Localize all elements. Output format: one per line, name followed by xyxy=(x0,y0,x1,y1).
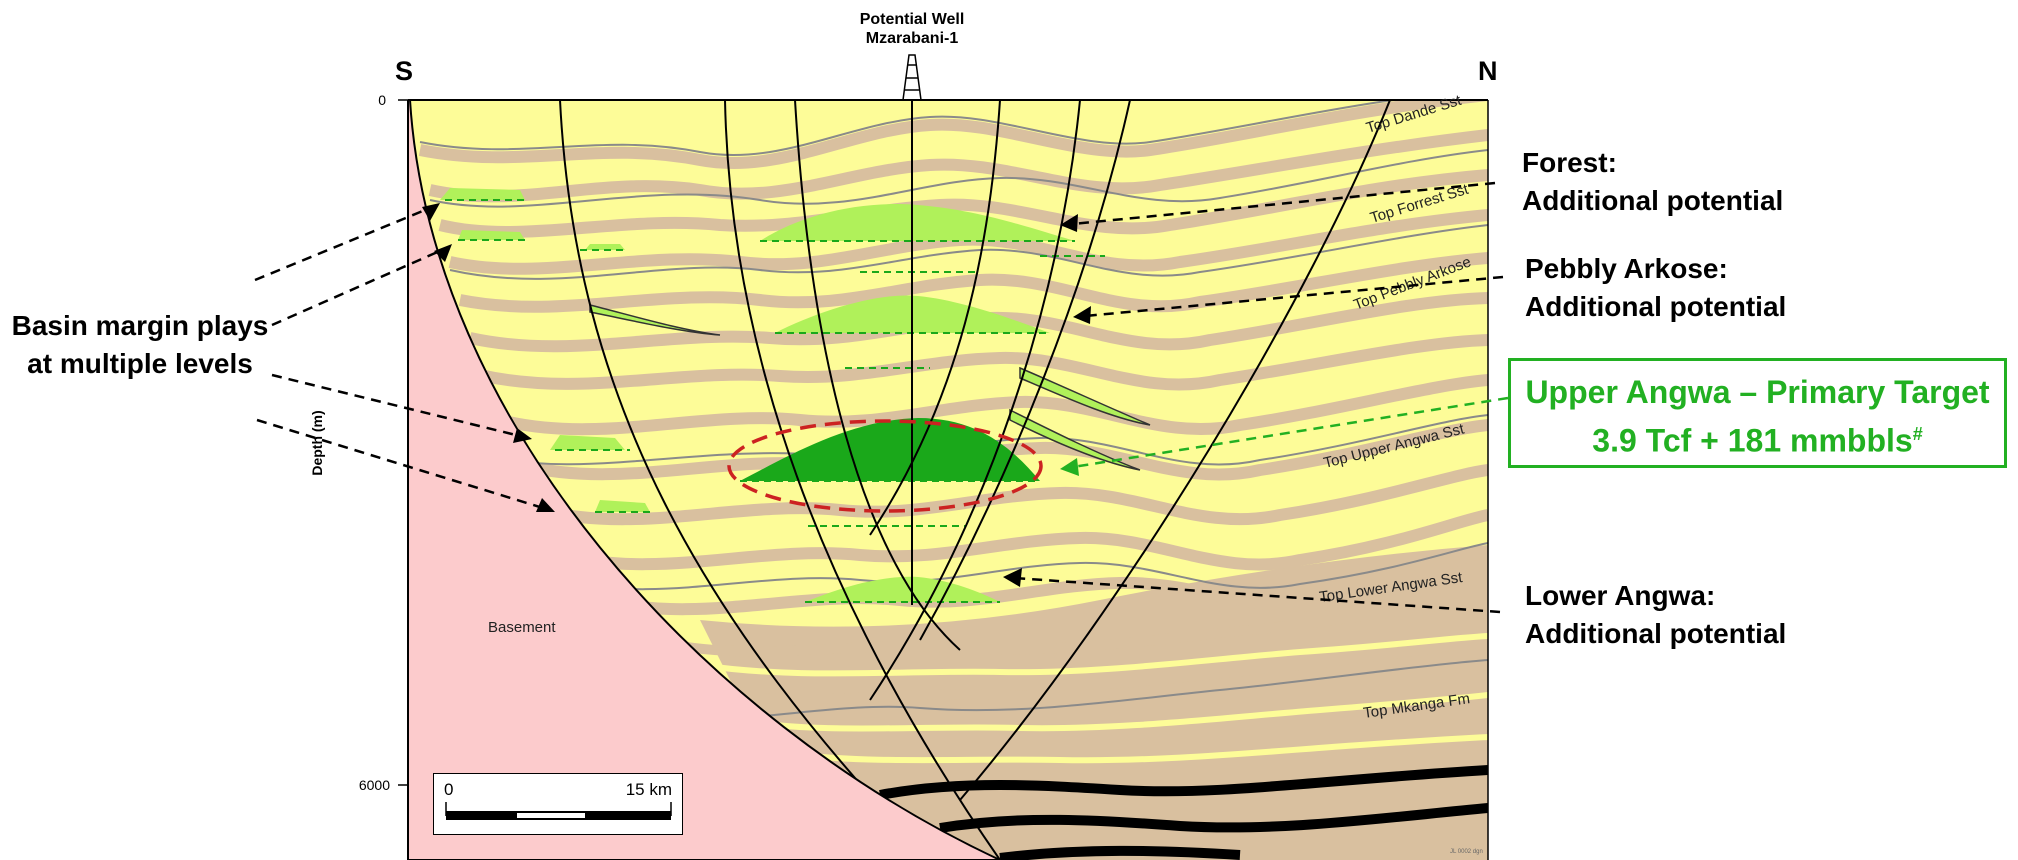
depth-tick-6000: 6000 xyxy=(359,777,390,793)
depth-ticks xyxy=(398,99,408,786)
scale-bar-end: 15 km xyxy=(625,780,672,799)
basement-label: Basement xyxy=(488,619,556,636)
well-title: Potential Well Mzarabani-1 xyxy=(832,10,992,48)
well-name-line2: Mzarabani-1 xyxy=(865,30,959,47)
section-frame xyxy=(407,99,1489,860)
prospects-light xyxy=(440,188,1075,602)
pebbly-annotation: Pebbly Arkose: Additional potential xyxy=(1525,250,1786,326)
scale-bar: 0 15 km xyxy=(433,773,683,835)
annotation-arrows xyxy=(254,181,1504,614)
lens-features xyxy=(589,304,1151,471)
basin-margin-line2: at multiple levels xyxy=(27,348,253,379)
margin-prospect-2 xyxy=(458,230,525,240)
derrick-icon xyxy=(902,54,922,101)
margin-prospect-5 xyxy=(585,244,625,250)
primary-target-title: Upper Angwa – Primary Target xyxy=(1525,374,1990,410)
basin-margin-line1: Basin margin plays xyxy=(11,310,269,341)
shale-bands xyxy=(418,100,1488,705)
deep-sand-stripes xyxy=(699,633,1488,764)
forest-subtitle: Additional potential xyxy=(1522,185,1784,216)
corner-mark: JL 0002 dgn xyxy=(1450,849,1483,855)
primary-target-ellipse xyxy=(727,419,1043,513)
coal-bands xyxy=(879,765,1488,860)
scale-bar-start: 0 xyxy=(444,780,454,799)
faults xyxy=(559,100,1391,860)
forest-annotation: Forest: Additional potential xyxy=(1522,144,1783,220)
depth-axis-label: Depth (m) xyxy=(309,410,325,475)
lower-angwa-prospect xyxy=(805,576,1000,602)
depth-tick-0: 0 xyxy=(378,92,386,108)
basement xyxy=(408,100,1001,860)
scale-bar-graphic xyxy=(445,802,672,820)
section-panel xyxy=(408,100,1488,860)
primary-target-arrow xyxy=(1072,396,1509,469)
basin-margin-annotation: Basin margin plays at multiple levels xyxy=(10,307,270,383)
pebbly-title: Pebbly Arkose: xyxy=(1525,253,1728,284)
primary-target-box: Upper Angwa – Primary Target 3.9 Tcf + 1… xyxy=(1508,358,2007,468)
upper-angwa-prospect xyxy=(740,418,1040,481)
margin-prospect-1 xyxy=(440,188,525,200)
forest-title: Forest: xyxy=(1522,147,1617,178)
lower-angwa-annotation: Lower Angwa: Additional potential xyxy=(1525,577,1786,653)
margin-prospect-3 xyxy=(550,435,625,450)
lower-angwa-subtitle: Additional potential xyxy=(1525,618,1787,649)
primary-target-volume: 3.9 Tcf + 181 mmbbls# xyxy=(1511,413,2004,462)
well-name-line1: Potential Well xyxy=(859,11,965,28)
margin-prospect-4 xyxy=(595,500,650,512)
forest-prospect xyxy=(760,204,1075,241)
south-label: S xyxy=(395,56,414,86)
arrow-heads xyxy=(422,203,1091,587)
north-label: N xyxy=(1478,56,1498,86)
primary-target-volume-text: 3.9 Tcf + 181 mmbbls xyxy=(1592,422,1913,459)
lower-angwa-title: Lower Angwa: xyxy=(1525,580,1716,611)
pebbly-subtitle: Additional potential xyxy=(1525,291,1787,322)
primary-target-arrowhead xyxy=(1060,458,1079,476)
primary-target-footnote: # xyxy=(1912,424,1923,444)
